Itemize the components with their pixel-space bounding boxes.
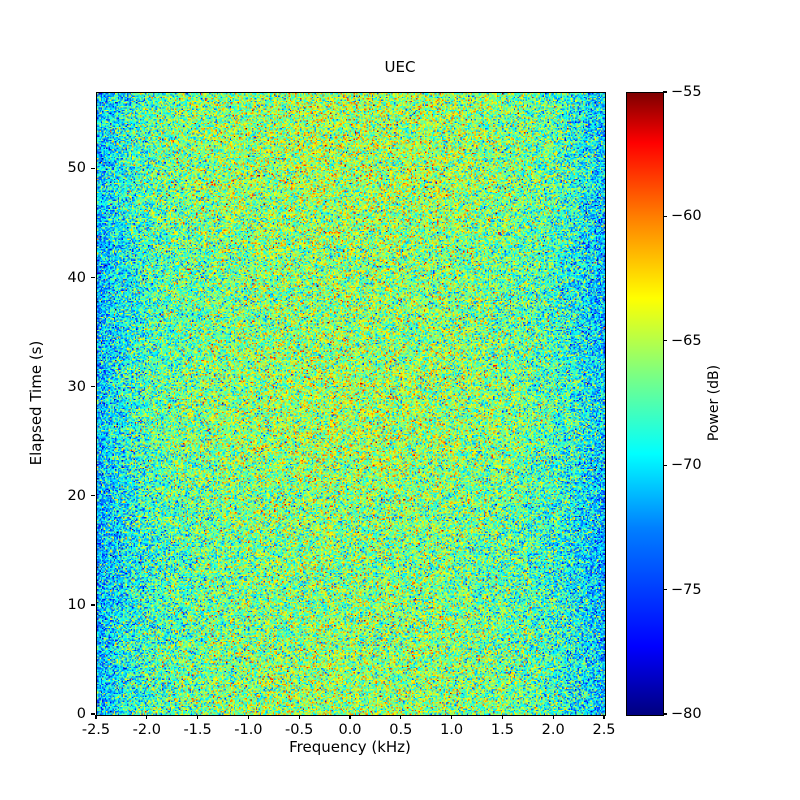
y-axis-tick [90,604,95,606]
x-axis-tick-label: 2.5 [592,722,616,738]
colorbar[interactable] [626,92,664,716]
y-axis-tick-label: 0 [76,706,86,722]
spectrogram-axes[interactable] [96,92,606,716]
colorbar-tick-label: −80 [671,706,702,722]
x-axis-tick [501,715,504,720]
x-axis-tick-label: 2.0 [541,722,565,738]
x-axis-tick [349,715,351,720]
title-station: UEC [384,58,416,76]
y-axis-tick [90,495,95,497]
y-axis-label: Elapsed Time (s) [27,340,45,466]
x-axis-label: Frequency (kHz) [289,738,411,756]
x-axis-tick-label: 0.5 [389,722,413,738]
colorbar-gradient [627,93,663,715]
colorbar-tick [663,91,668,93]
y-axis-tick-label: 50 [67,160,86,177]
x-axis-tick [196,715,199,720]
colorbar-tick-label: −60 [671,208,702,225]
y-axis-tick-label: 10 [67,596,86,613]
x-axis-tick [247,715,250,720]
x-axis-tick [400,715,402,720]
y-axis-tick [90,713,95,715]
x-axis-tick-label: -1.5 [183,722,212,738]
colorbar-tick-label: −65 [671,332,702,349]
spectrogram-image[interactable] [97,93,605,715]
x-axis-tick [450,715,453,720]
y-axis-tick-label: 20 [67,487,86,504]
colorbar-tick-label: −75 [671,581,702,598]
y-axis-tick-label: 40 [67,269,86,286]
x-axis-tick-label: 0.0 [338,722,362,738]
x-axis-tick-label: 1.5 [490,722,514,738]
y-axis-tick [90,167,95,170]
x-axis-tick [603,715,605,720]
colorbar-tick-label: −55 [671,84,702,100]
x-axis-tick [298,715,300,720]
x-axis-tick [552,715,554,720]
colorbar-tick-label: −70 [671,457,702,474]
colorbar-tick [663,215,668,218]
y-axis-tick [90,276,95,279]
x-axis-tick [95,715,97,720]
x-axis-tick-label: -1.0 [234,722,263,738]
x-axis-tick-label: -2.5 [81,722,111,738]
colorbar-tick [663,340,668,342]
colorbar-tick [663,588,668,591]
x-axis-tick-label: -0.5 [285,722,314,738]
y-axis-tick-label: 30 [67,378,86,395]
y-axis-tick [90,385,95,388]
colorbar-label: Power (dB) [706,364,722,442]
x-axis-tick-label: 1.0 [440,722,464,738]
colorbar-tick [663,713,668,715]
x-axis-tick-label: -2.0 [132,722,161,738]
colorbar-tick [663,464,668,466]
x-axis-tick [146,715,148,720]
